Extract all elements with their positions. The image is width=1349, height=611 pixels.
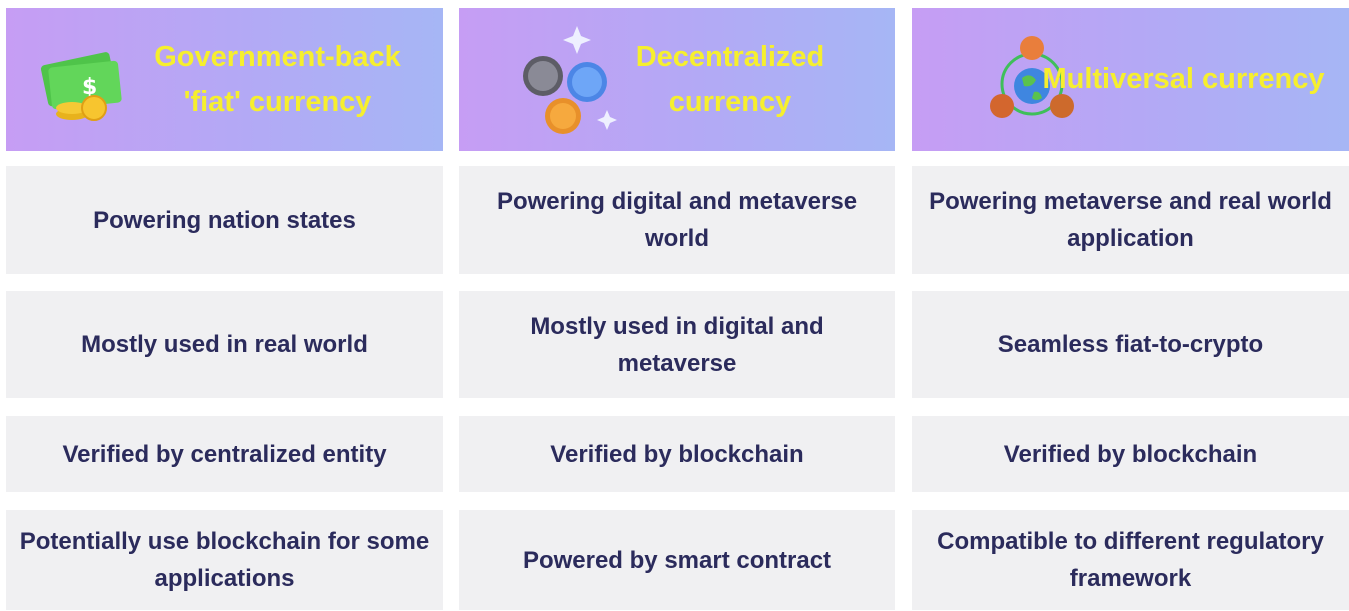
cell-text: Powering metaverse and real world applic… <box>929 188 1332 252</box>
crypto-icon <box>523 26 617 134</box>
cell-text: Seamless fiat-to-crypto <box>997 331 1264 358</box>
table-cell: Seamless fiat-to-crypto <box>912 291 1349 398</box>
column-title: Multiversal currency <box>1042 63 1325 95</box>
cell-text: Compatible to different regulatory frame… <box>937 528 1324 592</box>
cell-text: Verified by centralized entity <box>62 440 387 468</box>
cell-text: Mostly used in real world <box>81 331 368 358</box>
table-cell: Powering metaverse and real world applic… <box>912 166 1349 274</box>
table-cell: Compatible to different regulatory frame… <box>912 510 1349 610</box>
cash-icon: $ <box>40 52 122 121</box>
cell-text: Powered by smart contract <box>522 546 832 574</box>
table-cell: Mostly used in real world <box>6 291 443 398</box>
header-cell: Multiversal currency <box>912 8 1349 151</box>
table-cell: Mostly used in digital and metaverse <box>459 291 895 398</box>
table-cell: Verified by centralized entity <box>6 416 443 492</box>
table-cell: Verified by blockchain <box>912 416 1349 492</box>
svg-text:$: $ <box>82 75 97 100</box>
cell-text: Verified by blockchain <box>1003 440 1258 468</box>
cell-text: Verified by blockchain <box>550 440 804 468</box>
cell-text: Mostly used in digital and metaverse <box>530 312 824 377</box>
cell-text: Powering digital and metaverse world <box>496 188 858 252</box>
table-cell: Verified by blockchain <box>459 416 895 492</box>
table-cell: Powering digital and metaverse world <box>459 166 895 274</box>
cell-text: Potentially use blockchain for some appl… <box>19 528 430 592</box>
table-cell: Powering nation states <box>6 166 443 274</box>
globe-icon <box>990 36 1074 118</box>
cell-text: Powering nation states <box>93 206 356 234</box>
header-cell: Decentralized currency <box>459 8 895 151</box>
table-cell: Powered by smart contract <box>459 510 895 610</box>
table-cell: Potentially use blockchain for some appl… <box>6 510 443 610</box>
column-title: Government-back 'fiat' currency <box>154 40 401 118</box>
column-title: Decentralized currency <box>635 40 825 118</box>
header-cell: $ Government-back 'fiat' currency <box>6 8 443 151</box>
